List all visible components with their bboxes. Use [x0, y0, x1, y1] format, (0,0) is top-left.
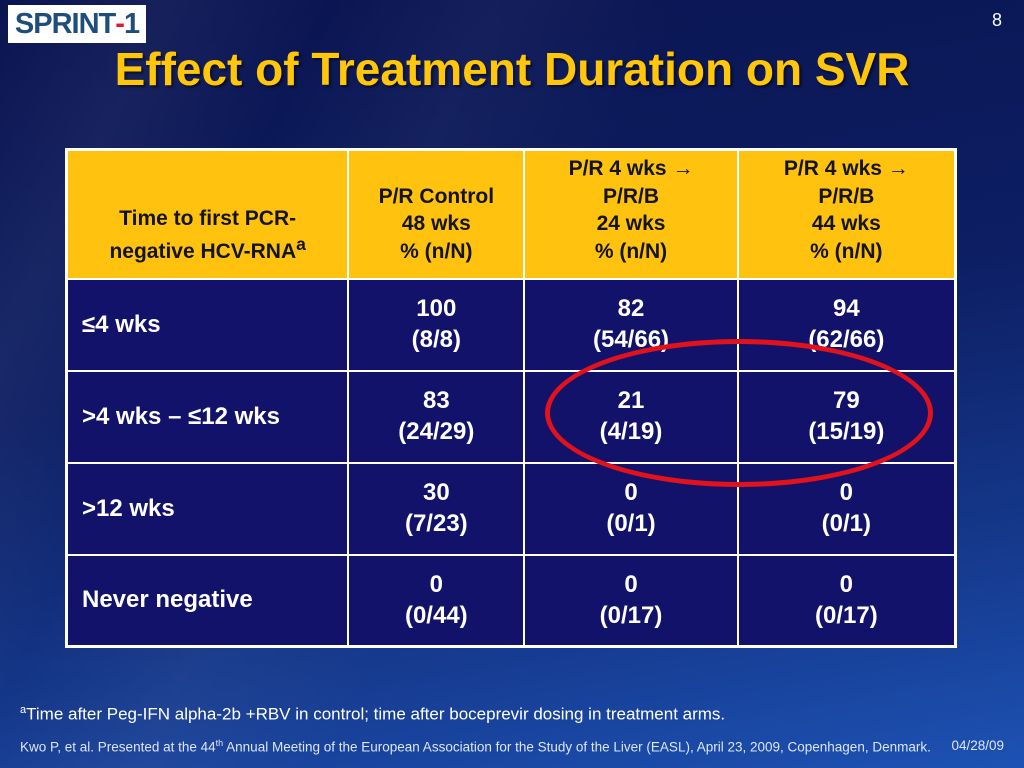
citation-text: Kwo P, et al. Presented at the 44th Annu…	[20, 738, 931, 755]
logo-dash: -	[115, 7, 125, 40]
citation-bar: Kwo P, et al. Presented at the 44th Annu…	[20, 738, 1004, 755]
data-cell: 30 (7/23)	[347, 461, 526, 556]
data-cell: 94 (62/66)	[736, 277, 957, 372]
data-cell: 0 (0/17)	[736, 553, 957, 648]
data-cell: 0 (0/1)	[736, 461, 957, 556]
header-pr-control: P/R Control 48 wks % (n/N)	[347, 148, 526, 280]
data-cell: 83 (24/29)	[347, 369, 526, 464]
footnote: aTime after Peg-IFN alpha-2b +RBV in con…	[20, 704, 725, 725]
footnote-text: Time after Peg-IFN alpha-2b +RBV in cont…	[26, 704, 726, 724]
data-cell: 100 (8/8)	[347, 277, 526, 372]
table-row: Never negative 0 (0/44) 0 (0/17) 0 (0/17)	[65, 553, 957, 648]
slide-title: Effect of Treatment Duration on SVR	[114, 43, 910, 95]
table-row: >12 wks 30 (7/23) 0 (0/1) 0 (0/1)	[65, 461, 957, 556]
header-prb-44wks: P/R 4 wks → P/R/B 44 wks % (n/N)	[736, 148, 957, 280]
footnote-marker: a	[296, 234, 306, 255]
data-cell: 0 (0/17)	[523, 553, 739, 648]
logo-number: 1	[123, 7, 140, 40]
table-row: ≤4 wks 100 (8/8) 82 (54/66) 94 (62/66)	[65, 277, 957, 372]
logo-text: SPRINT	[14, 7, 116, 40]
data-cell-highlighted: 21 (4/19)	[523, 369, 739, 464]
sprint-1-logo: SPRINT -1	[8, 5, 146, 43]
slide-number: 8	[991, 10, 1002, 30]
header-row-label: Time to first PCR- negative HCV-RNAa	[65, 148, 350, 280]
data-cell: 0 (0/44)	[347, 553, 526, 648]
data-cell: 0 (0/1)	[523, 461, 739, 556]
table-row: >4 wks – ≤12 wks 83 (24/29) 21 (4/19) 79 (1…	[65, 369, 957, 464]
footnote-marker: a	[20, 704, 27, 716]
svr-table: Time to first PCR- negative HCV-RNAa P/R…	[65, 148, 957, 649]
row-label: Never negative	[65, 553, 350, 648]
row-label: >12 wks	[65, 461, 350, 556]
table-header-row: Time to first PCR- negative HCV-RNAa P/R…	[65, 148, 957, 280]
header-prb-24wks: P/R 4 wks → P/R/B 24 wks % (n/N)	[523, 148, 739, 280]
slide-date: 04/28/09	[951, 738, 1004, 753]
row-label: ≤4 wks	[65, 277, 350, 372]
data-cell-highlighted: 79 (15/19)	[736, 369, 957, 464]
data-cell: 82 (54/66)	[523, 277, 739, 372]
row-label: >4 wks – ≤12 wks	[65, 369, 350, 464]
